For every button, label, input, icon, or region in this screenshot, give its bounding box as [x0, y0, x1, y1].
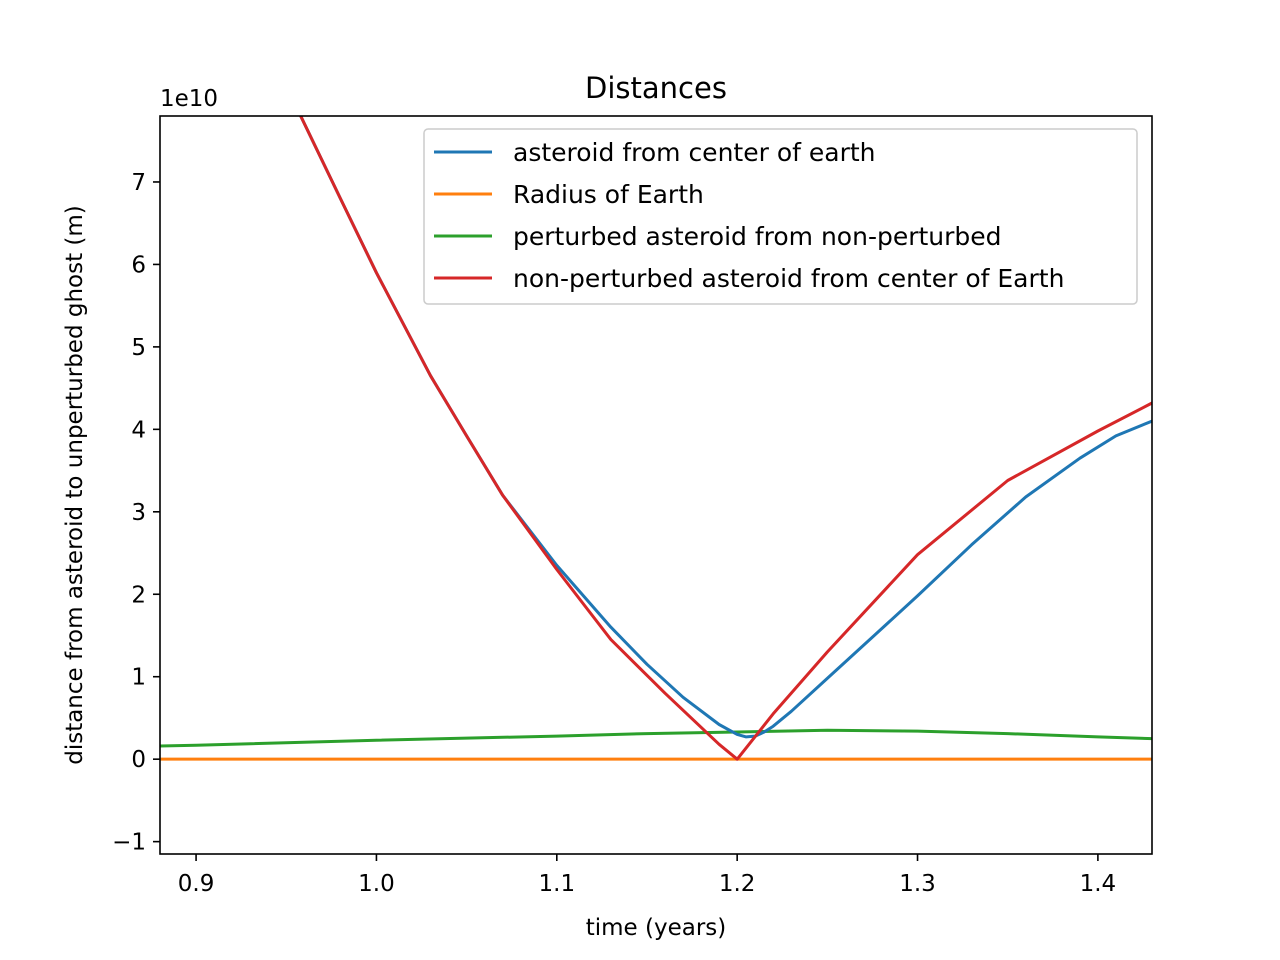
- x-tick-label-0: 0.9: [178, 871, 215, 897]
- legend-label-1: Radius of Earth: [513, 180, 704, 209]
- legend-label-3: non-perturbed asteroid from center of Ea…: [513, 264, 1064, 293]
- y-tick-label-7: 6: [131, 252, 146, 278]
- legend-label-0: asteroid from center of earth: [513, 138, 876, 167]
- y-tick-label-6: 5: [131, 335, 146, 361]
- y-tick-label-2: 1: [131, 665, 146, 691]
- legend-label-2: perturbed asteroid from non-perturbed: [513, 222, 1002, 251]
- series-line-2: [160, 728, 1152, 748]
- x-axis-title: time (years): [586, 915, 727, 941]
- legend: asteroid from center of earth Radius of E…: [423, 128, 1138, 305]
- y-tick-label-1: 0: [131, 747, 146, 773]
- y-tick-label-4: 3: [131, 500, 146, 526]
- x-tick-label-2: 1.1: [539, 871, 576, 897]
- x-tick-label-1: 1.0: [358, 871, 395, 897]
- y-offset-label: 1e10: [160, 86, 218, 112]
- plot-frame: [159, 115, 1153, 855]
- x-tick-label-4: 1.3: [899, 871, 936, 897]
- x-tick-label-5: 1.4: [1080, 871, 1117, 897]
- chart-title: Distances: [585, 71, 727, 105]
- series-line-3: [299, 116, 1152, 761]
- y-tick-label-3: 2: [131, 582, 146, 608]
- x-tick-label-3: 1.2: [719, 871, 756, 897]
- y-tick-label-5: 4: [131, 417, 146, 443]
- y-tick-label-0: −1: [112, 830, 146, 856]
- legend-frame: [423, 128, 1138, 305]
- series-layer: [160, 116, 1152, 761]
- y-axis-title: distance from asteroid to unperturbed gh…: [62, 205, 88, 765]
- ticks-layer: 0.9 1.0 1.1 1.2 1.3 1.4 −1 0 1 2 3 4 5 6 7: [112, 170, 1116, 897]
- y-tick-label-8: 7: [131, 170, 146, 196]
